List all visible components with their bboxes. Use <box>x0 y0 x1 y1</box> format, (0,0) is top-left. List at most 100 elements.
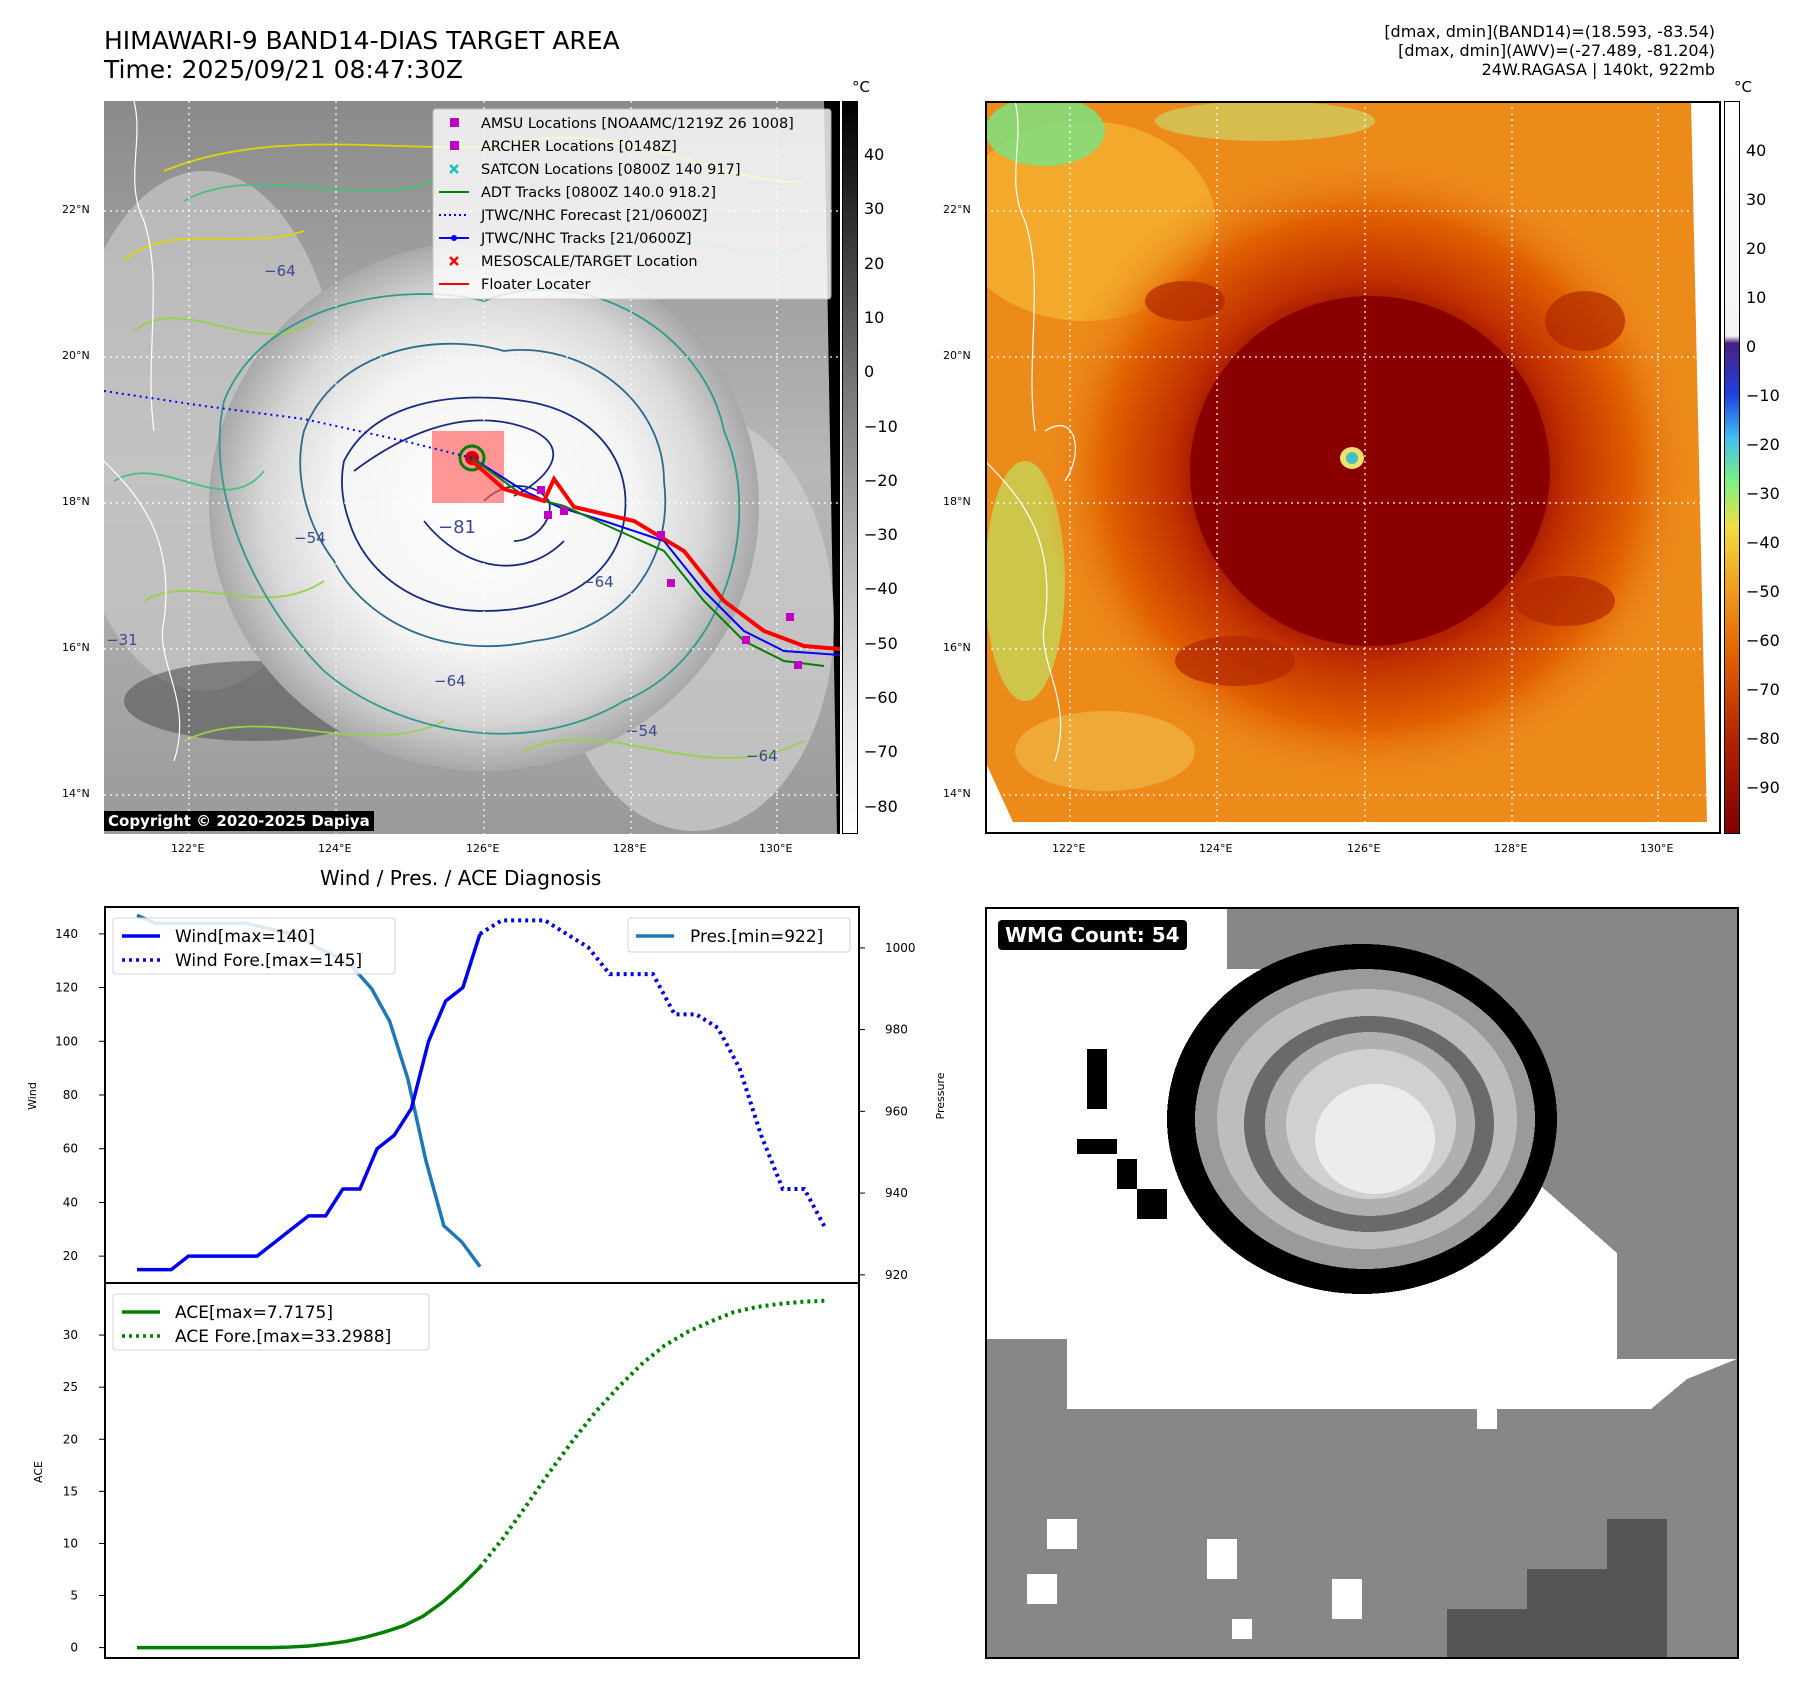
ace-ytick-label: 5 <box>70 1589 78 1603</box>
colorbar-gray-tick: −20 <box>864 470 898 490</box>
coastlines-color <box>984 100 1076 762</box>
colorbar-gray-tick: −40 <box>864 579 898 599</box>
wind-ytick-label: 80 <box>63 1088 78 1102</box>
lon-tick-label: 128°E <box>1494 842 1528 855</box>
colorbar-gray-tick: −50 <box>864 633 898 653</box>
pres-ytick-label: 920 <box>885 1268 908 1282</box>
colorbar-color-tick: 20 <box>1746 239 1767 258</box>
lon-tick-label: 124°E <box>1199 842 1233 855</box>
storm-cloud-shield <box>209 241 759 771</box>
pres-ytick-label: 940 <box>885 1186 908 1200</box>
wind-ytick-label: 140 <box>55 927 78 941</box>
wind-ytick-label: 40 <box>63 1195 78 1209</box>
contour-label: −54 <box>294 529 326 547</box>
color-ir-map-svg <box>955 96 1721 834</box>
ace-axes <box>104 1282 860 1659</box>
lat-tick-label: 18°N <box>62 495 90 508</box>
ir-map-svg: −64 −81 −64 −54 −31 −64 −54 −64 AMSU Loc… <box>64 100 841 834</box>
coastlines <box>103 100 181 762</box>
lat-tick-label: 18°N <box>943 495 971 508</box>
wind-ytick-label: 60 <box>63 1142 78 1156</box>
colorbar-gray-tick: −80 <box>864 796 898 816</box>
colorbar-color-tick: −30 <box>1746 484 1780 503</box>
lat-tick-label: 22°N <box>62 203 90 216</box>
colorbar-color-tick: −20 <box>1746 435 1780 454</box>
contour-label: −64 <box>746 747 778 765</box>
legend-label: MESOSCALE/TARGET Location <box>481 254 698 270</box>
info-line-2: [dmax, dmin](AWV)=(-27.489, -81.204) <box>1398 41 1715 60</box>
legend-x-marker <box>449 164 459 174</box>
diagnosis-charts: 140 120 100 80 60 40 20 1000 980 960 940 920 Wind[ma… <box>0 906 1797 1666</box>
legend-label: JTWC/NHC Tracks [21/0600Z] <box>480 231 692 247</box>
colorbar-gray <box>842 101 858 834</box>
colorbar-gray-tick: 10 <box>864 307 885 327</box>
colorbar-gray-tick: −10 <box>864 416 898 436</box>
colorbar-unit-gray: °C <box>852 78 870 96</box>
contour-label: −31 <box>106 631 138 649</box>
map-legend: AMSU Locations [NOAAMC/1219Z 26 1008] ARC… <box>432 108 832 300</box>
contour-label: −64 <box>264 262 296 280</box>
title-line-1: HIMAWARI-9 BAND14-DIAS TARGET AREA <box>104 26 620 55</box>
contour-label: −64 <box>582 573 614 591</box>
ace-series-line <box>137 1565 482 1650</box>
legend-square-marker <box>450 141 459 150</box>
colorbar-gray-tick: −70 <box>864 742 898 762</box>
legend-entry: SATCON Locations [0800Z 140 917] <box>449 162 740 178</box>
pres-ytick-label: 1000 <box>885 941 916 955</box>
legend-square-marker <box>450 118 459 127</box>
lat-tick-label: 16°N <box>943 641 971 654</box>
colorbar-color-tick: 30 <box>1746 190 1767 209</box>
lon-tick-label: 124°E <box>318 842 352 855</box>
contour-label: −64 <box>434 672 466 690</box>
wind-legend: Wind[max=140] Wind Fore.[max=145] <box>112 917 396 975</box>
wind-ytick-label: 120 <box>55 981 78 995</box>
lon-tick-label: 128°E <box>613 842 647 855</box>
colorbar-gray-tick: 30 <box>864 199 885 219</box>
diagnosis-svg: 140120100806040201000980960940920Wind[ma… <box>26 906 947 1659</box>
wmg-svg <box>987 909 1737 1657</box>
colorbar-unit-color: °C <box>1734 78 1752 96</box>
contour-label: −54 <box>626 722 658 740</box>
series-legend-label: Wind[max=140] <box>175 927 315 947</box>
wind-series-line <box>137 933 482 1272</box>
legend-entry: AMSU Locations [NOAAMC/1219Z 26 1008] <box>450 116 794 132</box>
wind-axis-label: Wind <box>26 1082 39 1110</box>
lat-tick-label: 22°N <box>943 203 971 216</box>
ir-map-panel: −64 −81 −64 −54 −31 −64 −54 −64 AMSU Loc… <box>64 100 841 834</box>
lat-tick-label: 20°N <box>62 349 90 362</box>
legend-label: ARCHER Locations [0148Z] <box>481 139 677 155</box>
ace-ytick-label: 20 <box>63 1432 78 1446</box>
target-area-box <box>432 431 504 503</box>
lat-tick-label: 14°N <box>62 787 90 800</box>
colorbar-color-tick: −40 <box>1746 533 1780 552</box>
contour-label: −81 <box>438 517 476 538</box>
legend-label: Floater Locater <box>481 277 590 293</box>
copyright-label: Copyright © 2020-2025 Dapiya <box>104 811 374 831</box>
wind-ytick-label: 20 <box>63 1249 78 1263</box>
ace-axis-label: ACE <box>32 1461 45 1483</box>
colorbar-color-tick: 10 <box>1746 288 1767 307</box>
colorbar-gray-tick: 20 <box>864 253 885 273</box>
colorbar-color-tick: −10 <box>1746 386 1780 405</box>
legend-label: ADT Tracks [0800Z 140.0 918.2] <box>481 185 716 201</box>
title-line-2: Time: 2025/09/21 08:47:30Z <box>104 55 463 84</box>
map-gridlines-color <box>985 101 1721 834</box>
colorbar-color-tick: −70 <box>1746 680 1780 699</box>
pressure-axis-label: Pressure <box>934 1072 947 1119</box>
pres-legend: Pres.[min=922] <box>627 917 851 953</box>
legend-entry: JTWC/NHC Tracks [21/0600Z] <box>439 231 692 247</box>
jtwc-forecast-track <box>103 390 473 459</box>
legend-entry: ADT Tracks [0800Z 140.0 918.2] <box>439 185 716 201</box>
lon-tick-label: 130°E <box>759 842 793 855</box>
ace-ytick-label: 10 <box>63 1536 78 1550</box>
lat-tick-label: 20°N <box>943 349 971 362</box>
lon-tick-label: 122°E <box>171 842 205 855</box>
series-legend-label: ACE[max=7.7175] <box>175 1303 333 1323</box>
colorbar-color-tick: −50 <box>1746 582 1780 601</box>
legend-x-marker <box>449 256 459 266</box>
lon-tick-label: 126°E <box>466 842 500 855</box>
floater-track <box>470 459 841 651</box>
ace-ytick-label: 0 <box>70 1641 78 1655</box>
pres-ytick-label: 980 <box>885 1023 908 1037</box>
colorbar-color-tick: 0 <box>1746 337 1757 356</box>
